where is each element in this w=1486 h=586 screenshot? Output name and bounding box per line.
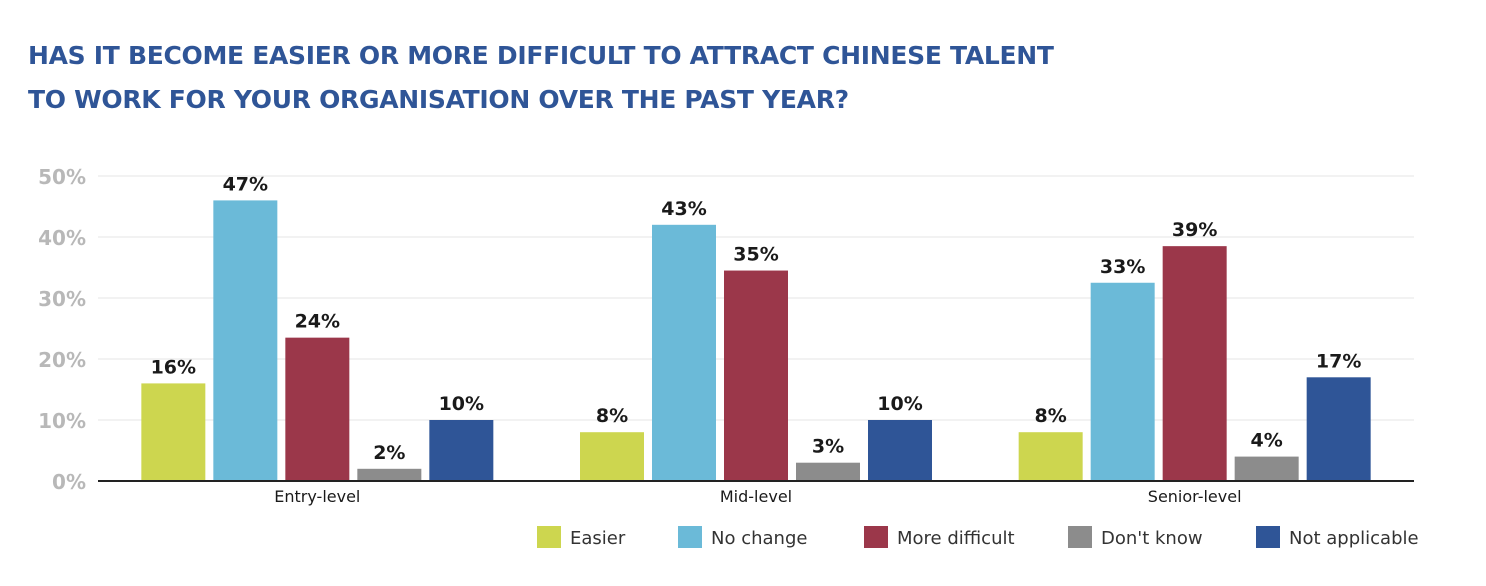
chart-title: HAS IT BECOME EASIER OR MORE DIFFICULT T… (28, 34, 1128, 122)
data-label: 17% (1316, 350, 1361, 372)
x-category-label: Entry-level (274, 487, 360, 506)
y-tick-label: 40% (38, 226, 86, 250)
legend-swatch (864, 526, 888, 548)
legend-label: Not applicable (1289, 528, 1419, 549)
legend-swatch (678, 526, 702, 548)
bar-easier (1018, 432, 1083, 481)
y-axis-ticks: 0% 10% 20% 30% 40% 50% (38, 165, 86, 494)
data-label: 33% (1100, 256, 1145, 278)
bar-no-change (1090, 282, 1155, 481)
data-label: 8% (1035, 405, 1067, 427)
legend-swatch (537, 526, 561, 548)
data-label: 39% (1172, 219, 1217, 241)
x-category-label: Mid-level (720, 487, 792, 506)
data-label: 24% (295, 311, 340, 333)
y-tick-label: 30% (38, 287, 86, 311)
y-tick-label: 0% (52, 470, 86, 494)
data-label: 4% (1251, 430, 1283, 452)
legend-label: No change (711, 528, 807, 549)
chart-title-line-2: TO WORK FOR YOUR ORGANISATION OVER THE P… (28, 85, 849, 114)
bar-don-t-know (796, 462, 860, 481)
bar-no-change (652, 224, 716, 482)
bar-don-t-know (1234, 456, 1299, 481)
bar-don-t-know (357, 468, 422, 481)
bar-more-difficult (285, 337, 350, 481)
value-labels: 16% 47% 24% 2% 10% 8% 43% 35% 3% 10% 8% 33% 39% 4% 17% (151, 173, 1362, 463)
legend: Easier No change More difficult Don't know N… (537, 526, 1419, 549)
data-label: 43% (661, 198, 706, 220)
legend-swatch (1256, 526, 1280, 548)
data-label: 16% (151, 356, 196, 378)
bars (141, 200, 1371, 482)
legend-label: Don't know (1101, 528, 1203, 549)
bar-no-change (213, 200, 278, 481)
chart-title-line-1: HAS IT BECOME EASIER OR MORE DIFFICULT T… (28, 41, 1054, 70)
y-tick-label: 10% (38, 409, 86, 433)
data-label: 8% (596, 405, 628, 427)
data-label: 3% (812, 436, 844, 458)
data-label: 2% (373, 442, 405, 464)
data-label: 10% (439, 393, 484, 415)
bar-easier (141, 383, 206, 481)
bar-not-applicable (868, 420, 932, 481)
legend-label: More difficult (897, 528, 1015, 549)
bar-easier (580, 432, 644, 481)
data-label: 35% (733, 244, 778, 266)
x-category-label: Senior-level (1148, 487, 1242, 506)
data-label: 47% (223, 173, 268, 195)
bar-not-applicable (429, 420, 494, 481)
legend-label: Easier (570, 528, 626, 549)
bar-more-difficult (1162, 246, 1227, 481)
y-tick-label: 50% (38, 165, 86, 189)
bar-not-applicable (1306, 377, 1371, 481)
x-axis-categories: Entry-level Mid-level Senior-level (274, 487, 1241, 506)
bar-more-difficult (724, 270, 788, 481)
legend-swatch (1068, 526, 1092, 548)
y-tick-label: 20% (38, 348, 86, 372)
data-label: 10% (877, 393, 922, 415)
